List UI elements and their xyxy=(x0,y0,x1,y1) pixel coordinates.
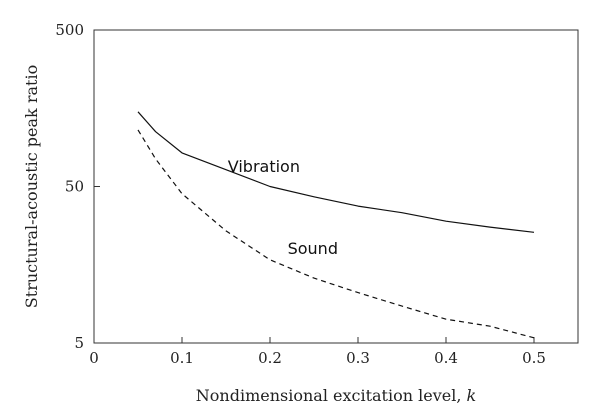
y-tick-label: 50 xyxy=(65,178,84,196)
x-tick-label: 0.2 xyxy=(258,349,282,367)
y-tick-label: 5 xyxy=(74,334,84,352)
plot-frame xyxy=(93,29,579,344)
y-axis: 5 50 500 xyxy=(55,21,100,352)
sound-series-line xyxy=(137,129,535,339)
y-tick-label: 500 xyxy=(55,21,84,39)
x-tick-label: 0.3 xyxy=(346,349,370,367)
x-tick-label: 0.4 xyxy=(434,349,458,367)
y-axis-label: Structural-acoustic peak ratio xyxy=(22,65,41,308)
x-axis: 0 0.1 0.2 0.3 0.4 0.5 xyxy=(89,337,546,367)
x-axis-label: Nondimensional excitation level, k xyxy=(196,386,476,405)
series-layer xyxy=(137,111,535,339)
series-label-layer: Vibration Sound xyxy=(228,157,338,258)
x-tick-label: 0.1 xyxy=(170,349,194,367)
vibration-series-label: Vibration xyxy=(228,157,300,176)
x-tick-label: 0.5 xyxy=(522,349,546,367)
vibration-series-line xyxy=(137,111,535,233)
x-tick-label: 0 xyxy=(89,349,99,367)
sound-series-label: Sound xyxy=(288,239,338,258)
